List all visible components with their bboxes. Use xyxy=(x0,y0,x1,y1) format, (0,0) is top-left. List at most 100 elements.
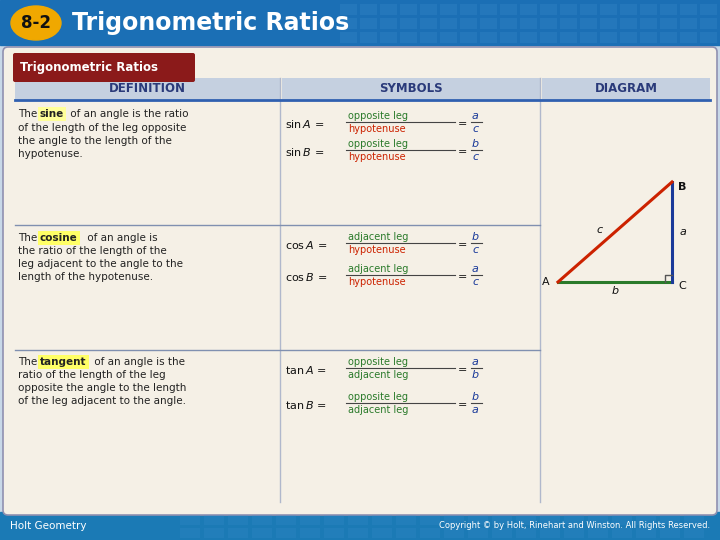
Text: a: a xyxy=(472,357,479,367)
Text: of the leg adjacent to the angle.: of the leg adjacent to the angle. xyxy=(18,396,186,406)
Bar xyxy=(640,18,657,29)
Text: SYMBOLS: SYMBOLS xyxy=(379,83,443,96)
Bar xyxy=(252,515,272,525)
Bar xyxy=(380,4,397,15)
Bar xyxy=(480,32,497,43)
Bar xyxy=(440,32,457,43)
Bar xyxy=(612,528,632,538)
Bar xyxy=(400,18,417,29)
Bar xyxy=(700,18,717,29)
Bar xyxy=(684,528,704,538)
Bar xyxy=(204,515,224,525)
Bar xyxy=(282,78,540,100)
Bar xyxy=(520,32,537,43)
Bar xyxy=(680,32,697,43)
Text: of an angle is the: of an angle is the xyxy=(91,357,185,367)
Text: c: c xyxy=(472,277,478,287)
Bar xyxy=(460,4,477,15)
Bar xyxy=(620,18,637,29)
Bar xyxy=(400,32,417,43)
Text: length of the hypotenuse.: length of the hypotenuse. xyxy=(18,272,153,282)
Bar xyxy=(640,32,657,43)
Bar xyxy=(516,528,536,538)
Bar xyxy=(520,18,537,29)
Bar xyxy=(492,528,512,538)
Bar xyxy=(560,32,577,43)
Text: =: = xyxy=(458,400,467,410)
Text: hypotenuse: hypotenuse xyxy=(348,277,405,287)
Bar xyxy=(516,515,536,525)
Bar xyxy=(680,18,697,29)
Bar xyxy=(660,515,680,525)
Text: $\mathrm{cos}\,B\,=$: $\mathrm{cos}\,B\,=$ xyxy=(285,271,328,283)
Bar xyxy=(276,515,296,525)
Bar xyxy=(564,515,584,525)
Text: b: b xyxy=(472,232,479,242)
Bar xyxy=(620,32,637,43)
Bar xyxy=(420,528,440,538)
Bar xyxy=(636,515,656,525)
Bar xyxy=(542,78,710,100)
Bar xyxy=(520,4,537,15)
Bar xyxy=(360,18,377,29)
Text: $\mathrm{tan}\,A\,=$: $\mathrm{tan}\,A\,=$ xyxy=(285,364,327,376)
Text: c: c xyxy=(472,245,478,255)
Bar xyxy=(340,4,357,15)
Text: c: c xyxy=(472,152,478,162)
Text: DEFINITION: DEFINITION xyxy=(109,83,186,96)
Bar xyxy=(180,528,200,538)
Text: Holt Geometry: Holt Geometry xyxy=(10,521,86,531)
Bar xyxy=(380,32,397,43)
Text: adjacent leg: adjacent leg xyxy=(348,370,408,380)
Text: sine: sine xyxy=(40,109,64,119)
Bar xyxy=(468,528,488,538)
Bar xyxy=(680,4,697,15)
Bar xyxy=(540,528,560,538)
FancyBboxPatch shape xyxy=(3,47,717,515)
Text: ratio of the length of the leg: ratio of the length of the leg xyxy=(18,370,166,380)
Bar xyxy=(580,18,597,29)
Text: leg adjacent to the angle to the: leg adjacent to the angle to the xyxy=(18,259,183,269)
Bar xyxy=(700,4,717,15)
Text: B: B xyxy=(678,182,686,192)
Text: hypotenuse.: hypotenuse. xyxy=(18,149,83,159)
Bar xyxy=(480,18,497,29)
Text: Trigonometric Ratios: Trigonometric Ratios xyxy=(20,62,158,75)
Bar xyxy=(540,18,557,29)
Bar xyxy=(380,18,397,29)
Bar xyxy=(500,32,517,43)
Text: of an angle is the ratio: of an angle is the ratio xyxy=(67,109,189,119)
Bar xyxy=(460,32,477,43)
Bar xyxy=(600,32,617,43)
Bar xyxy=(636,528,656,538)
Text: opposite leg: opposite leg xyxy=(348,357,408,367)
Bar xyxy=(340,18,357,29)
Bar xyxy=(588,528,608,538)
Text: adjacent leg: adjacent leg xyxy=(348,405,408,415)
Text: adjacent leg: adjacent leg xyxy=(348,264,408,274)
Text: =: = xyxy=(458,119,467,129)
Text: =: = xyxy=(458,272,467,282)
Bar xyxy=(500,4,517,15)
Bar xyxy=(348,528,368,538)
Bar xyxy=(228,528,248,538)
Text: tangent: tangent xyxy=(40,357,86,367)
Bar xyxy=(444,515,464,525)
Bar xyxy=(640,4,657,15)
Bar xyxy=(660,4,677,15)
Text: The: The xyxy=(18,109,40,119)
Bar xyxy=(600,18,617,29)
Text: $\mathrm{cos}\,A\,=$: $\mathrm{cos}\,A\,=$ xyxy=(285,239,328,251)
Text: opposite leg: opposite leg xyxy=(348,392,408,402)
Bar xyxy=(276,528,296,538)
Bar xyxy=(420,18,437,29)
Bar xyxy=(360,4,377,15)
Bar xyxy=(372,528,392,538)
Bar xyxy=(660,32,677,43)
Bar xyxy=(500,18,517,29)
Bar xyxy=(444,528,464,538)
Bar xyxy=(580,32,597,43)
Text: opposite leg: opposite leg xyxy=(348,139,408,149)
Text: the angle to the length of the: the angle to the length of the xyxy=(18,136,172,146)
Bar xyxy=(180,515,200,525)
